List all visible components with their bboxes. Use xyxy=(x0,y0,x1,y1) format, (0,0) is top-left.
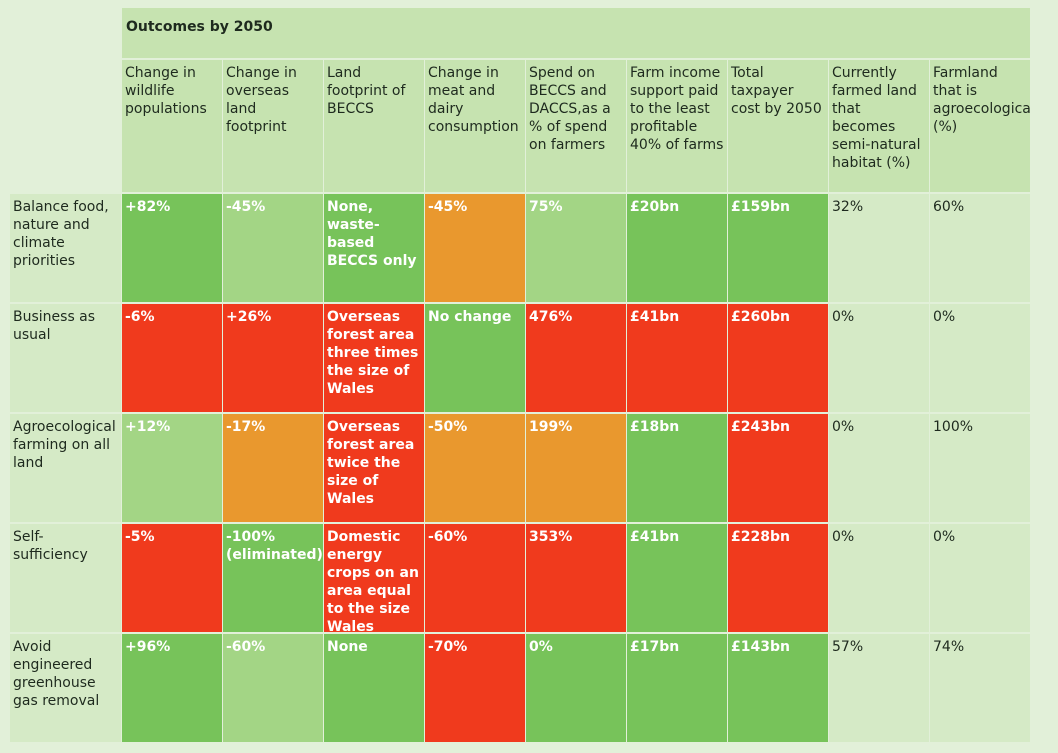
table-cell: 100% xyxy=(930,414,1030,522)
column-header: Farmland that is agroecological (%) xyxy=(930,60,1030,192)
table-cell: -70% xyxy=(425,634,525,742)
table-cell: 60% xyxy=(930,194,1030,302)
table-cell: 476% xyxy=(526,304,626,412)
table-cell: Overseas forest area three times the siz… xyxy=(324,304,424,412)
table-cell: £20bn xyxy=(627,194,727,302)
column-header: Spend on BECCS and DACCS,as a % of spend… xyxy=(526,60,626,192)
table-cell: -60% xyxy=(425,524,525,632)
row-label: Self-sufficiency xyxy=(10,524,121,632)
column-header: Total taxpayer cost by 2050 xyxy=(728,60,828,192)
table-cell: £143bn xyxy=(728,634,828,742)
row-label: Agroecological farming on all land xyxy=(10,414,121,522)
table-cell: None xyxy=(324,634,424,742)
table-cell: -45% xyxy=(425,194,525,302)
table-cell: £228bn xyxy=(728,524,828,632)
column-header: Farm income support paid to the least pr… xyxy=(627,60,727,192)
table-cell: -45% xyxy=(223,194,323,302)
column-header: Change in overseas land footprint xyxy=(223,60,323,192)
column-header: Change in meat and dairy consumption xyxy=(425,60,525,192)
table-cell: -100% (eliminated) xyxy=(223,524,323,632)
table-cell: £243bn xyxy=(728,414,828,522)
table-cell: +26% xyxy=(223,304,323,412)
row-label: Business as usual xyxy=(10,304,121,412)
table-cell: 0% xyxy=(829,524,929,632)
table-cell: 0% xyxy=(930,524,1030,632)
table-cell: £260bn xyxy=(728,304,828,412)
table-cell: £18bn xyxy=(627,414,727,522)
table-cell: -50% xyxy=(425,414,525,522)
table-cell: 32% xyxy=(829,194,929,302)
table-cell: 75% xyxy=(526,194,626,302)
table-cell: -5% xyxy=(122,524,222,632)
table-cell: 0% xyxy=(526,634,626,742)
table-cell: -60% xyxy=(223,634,323,742)
table-cell: -17% xyxy=(223,414,323,522)
column-header: Land footprint of BECCS xyxy=(324,60,424,192)
table-cell: 353% xyxy=(526,524,626,632)
table-cell: +82% xyxy=(122,194,222,302)
table-cell: 74% xyxy=(930,634,1030,742)
table-cell: 199% xyxy=(526,414,626,522)
table-cell: +96% xyxy=(122,634,222,742)
table-cell: Domestic energy crops on an area equal t… xyxy=(324,524,424,632)
table-cell: 0% xyxy=(829,414,929,522)
table-cell: 0% xyxy=(829,304,929,412)
table-cell: £41bn xyxy=(627,304,727,412)
table-cell: -6% xyxy=(122,304,222,412)
table-cell: 57% xyxy=(829,634,929,742)
table-cell: No change xyxy=(425,304,525,412)
table-cell: 0% xyxy=(930,304,1030,412)
table-cell: +12% xyxy=(122,414,222,522)
column-header: Change in wildlife populations xyxy=(122,60,222,192)
table-cell: £17bn xyxy=(627,634,727,742)
row-label: Balance food, nature and climate priorit… xyxy=(10,194,121,302)
table-title: Outcomes by 2050 xyxy=(122,8,1030,58)
table-cell: £41bn xyxy=(627,524,727,632)
table-cell: None, waste-based BECCS only xyxy=(324,194,424,302)
table-cell: Overseas forest area twice the size of W… xyxy=(324,414,424,522)
table-cell: £159bn xyxy=(728,194,828,302)
column-header: Currently farmed land that becomes semi-… xyxy=(829,60,929,192)
row-label: Avoid engineered greenhouse gas removal xyxy=(10,634,121,742)
